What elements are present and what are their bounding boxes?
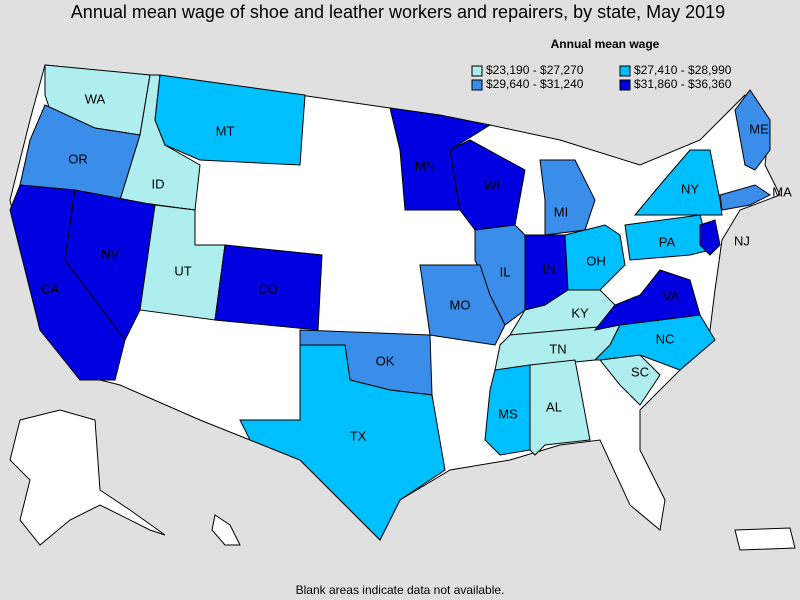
state-label: MS xyxy=(498,406,518,421)
state-label: CA xyxy=(41,281,59,296)
state-label: IN xyxy=(543,261,556,276)
state xyxy=(719,184,771,211)
legend-label: $23,190 - $27,270 xyxy=(486,63,584,77)
footnote: Blank areas indicate data not available. xyxy=(296,583,505,597)
state xyxy=(699,219,721,256)
states: WA OR ID MT CA NV UT CO MN WI MI IL IN OH MO OK TX KY TN MS… xyxy=(9,64,792,541)
state xyxy=(64,189,156,341)
state-label: TX xyxy=(350,428,367,443)
state-label: MT xyxy=(216,123,235,138)
legend-swatch xyxy=(619,65,631,77)
alaska xyxy=(9,409,166,546)
legend-swatch xyxy=(471,79,483,91)
base-map xyxy=(9,64,796,551)
legend-label: $29,640 - $31,240 xyxy=(486,77,584,91)
state xyxy=(239,344,446,541)
legend: $23,190 - $27,270 $27,410 - $28,990 $29,64… xyxy=(471,63,732,91)
hawaii xyxy=(211,514,241,546)
state-label: UT xyxy=(174,263,191,278)
state-label: NV xyxy=(101,246,119,261)
state-label: NJ xyxy=(734,233,750,248)
state-label: TN xyxy=(549,341,566,356)
state-label: MO xyxy=(450,297,471,312)
puerto-rico xyxy=(734,527,796,551)
state-label: KY xyxy=(571,305,589,320)
state-label: ME xyxy=(749,121,769,136)
state xyxy=(154,74,306,166)
state-label: OH xyxy=(586,253,606,268)
state-label: PA xyxy=(659,234,676,249)
state-label: MI xyxy=(554,204,568,219)
state-label: WA xyxy=(85,91,106,106)
state-label: NC xyxy=(656,331,675,346)
state xyxy=(529,359,591,456)
state xyxy=(593,314,716,371)
legend-label: $27,410 - $28,990 xyxy=(634,63,732,77)
legend-swatch xyxy=(471,65,483,77)
state xyxy=(734,89,771,171)
state xyxy=(593,269,701,331)
state-label: MA xyxy=(772,184,792,199)
legend-label: $31,860 - $36,360 xyxy=(634,77,732,91)
state-label: SC xyxy=(631,364,649,379)
state-label: AL xyxy=(546,399,562,414)
lower-48 xyxy=(9,64,781,541)
map-title: Annual mean wage of shoe and leather wor… xyxy=(71,2,725,22)
state-label: CO xyxy=(258,281,278,296)
legend-title: Annual mean wage xyxy=(551,37,660,51)
state-label: OK xyxy=(376,353,395,368)
state xyxy=(214,244,323,331)
state-label: OR xyxy=(68,151,88,166)
state-label: WI xyxy=(484,177,500,192)
state-label: MN xyxy=(415,158,435,173)
state-label: IL xyxy=(500,264,511,279)
legend-swatch xyxy=(619,79,631,91)
state-label: NY xyxy=(681,181,699,196)
state xyxy=(624,214,711,261)
state xyxy=(633,149,723,216)
state-label: ID xyxy=(152,176,165,191)
state-label: VA xyxy=(663,288,680,303)
